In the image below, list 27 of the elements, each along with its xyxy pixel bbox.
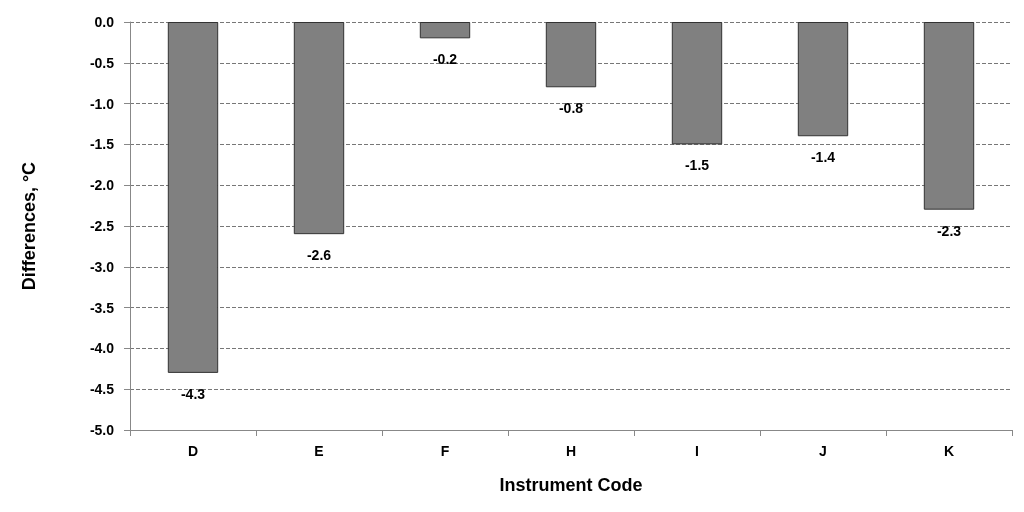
data-label: -1.5: [684, 157, 710, 174]
data-label: -1.4: [810, 149, 836, 166]
x-tick-label: H: [565, 443, 577, 459]
y-tick-label: -5.0: [89, 422, 115, 438]
y-tick-label: -1.5: [89, 136, 115, 153]
x-tick-label: K: [943, 443, 955, 459]
x-tick-label: D: [187, 443, 199, 459]
y-tick-label: -2.0: [89, 177, 115, 194]
y-tick-label: -4.5: [89, 381, 115, 398]
y-tick-label: -2.5: [89, 218, 115, 234]
x-tick-label: I: [695, 443, 699, 459]
y-tick-label: -4.0: [89, 340, 115, 357]
x-tick-label: F: [440, 443, 450, 459]
data-label: -2.6: [306, 247, 332, 264]
x-tick-label: E: [314, 443, 324, 459]
data-label: -2.3: [936, 222, 962, 239]
y-tick-label: -0.5: [89, 54, 115, 71]
y-tick-label: -3.0: [89, 258, 115, 275]
data-label: -4.3: [180, 385, 206, 402]
x-axis-title: Instrument Code: [499, 475, 643, 495]
y-tick-label: 0.0: [94, 14, 115, 30]
y-tick-label: -1.0: [89, 95, 115, 112]
y-tick-label: -3.5: [89, 299, 115, 316]
x-tick-label: J: [819, 443, 827, 459]
data-label: -0.2: [432, 51, 458, 68]
data-label: -0.8: [558, 100, 584, 117]
y-axis-title: Differences, °C: [19, 161, 39, 291]
